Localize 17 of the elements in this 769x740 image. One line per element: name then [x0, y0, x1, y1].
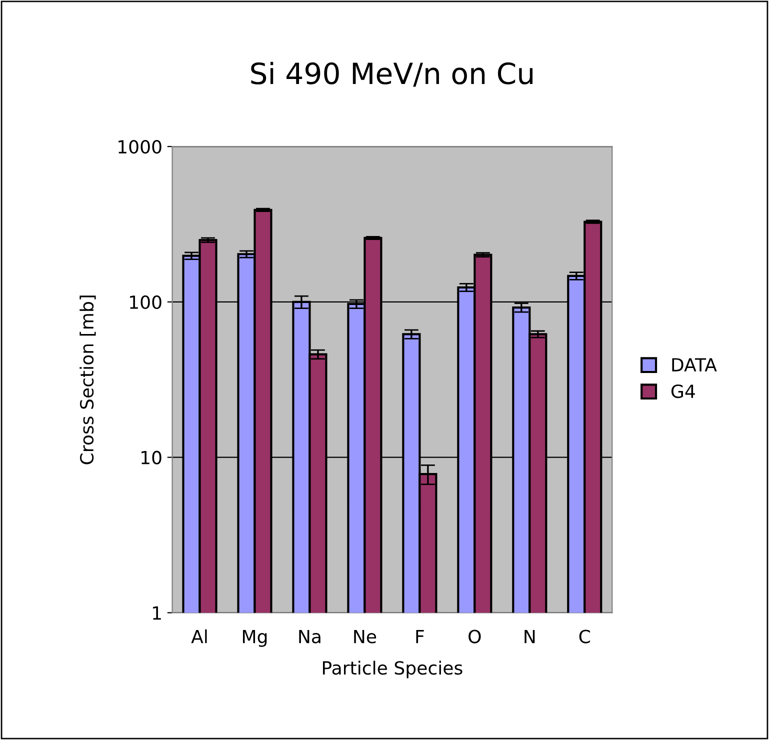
x-tick-label: Ne — [354, 630, 376, 644]
x-tick-label: Mg — [242, 630, 267, 647]
y-tick-label: 10 — [142, 450, 162, 464]
chart-title: Si 490 MeV/n on Cu — [251, 62, 533, 87]
x-tick-label: N — [524, 630, 535, 644]
x-axis-title: Particle Species — [322, 660, 462, 678]
x-tick-label: F — [416, 630, 424, 644]
x-tick-label: Al — [191, 629, 207, 644]
y-axis-title: Cross Section [mb] — [80, 296, 96, 464]
x-tick-label: Na — [299, 630, 320, 644]
y-tick-label: 100 — [130, 295, 162, 310]
x-tick-label: O — [468, 630, 481, 644]
legend-label: DATA — [672, 358, 717, 372]
y-tick-label: 1000 — [118, 140, 162, 154]
legend-label: G4 — [671, 384, 695, 398]
x-tick-label: C — [579, 630, 590, 644]
y-tick-label: 1 — [153, 606, 161, 620]
